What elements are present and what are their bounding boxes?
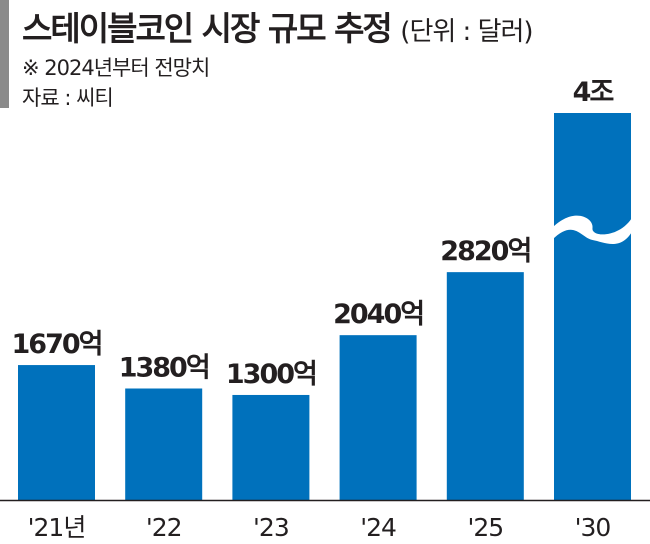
- bar-1: [125, 388, 203, 500]
- chart-title: 스테이블코인 시장 규모 추정 (단위 : 달러): [22, 2, 534, 50]
- x-tick-1: '22: [146, 513, 182, 542]
- source-note: 자료 : 씨티: [22, 86, 114, 110]
- bar-0: [18, 365, 95, 500]
- title-accent-bar: [0, 0, 9, 108]
- axis-break-wave: [552, 215, 633, 244]
- data-label-5: 4조: [573, 77, 614, 108]
- forecast-note: ※ 2024년부터 전망치: [22, 56, 210, 80]
- data-label-0: 1670억: [12, 329, 102, 360]
- data-label-1: 1380억: [119, 352, 209, 383]
- data-label-4: 2820억: [440, 236, 530, 267]
- data-label-3: 2040억: [333, 299, 423, 330]
- x-tick-3: '24: [360, 513, 396, 542]
- x-tick-5: '30: [575, 513, 611, 542]
- x-tick-2: '23: [253, 513, 289, 542]
- unit-note: (단위 : 달러): [400, 17, 533, 47]
- bar-4: [446, 272, 524, 500]
- title-text: 스테이블코인 시장 규모 추정: [22, 9, 393, 48]
- bar-2: [232, 394, 310, 500]
- data-label-2: 1300억: [226, 359, 316, 390]
- x-tick-0: '21년: [28, 513, 86, 542]
- bar-3: [339, 335, 417, 500]
- x-tick-4: '25: [467, 513, 503, 542]
- bar-5: [554, 113, 631, 500]
